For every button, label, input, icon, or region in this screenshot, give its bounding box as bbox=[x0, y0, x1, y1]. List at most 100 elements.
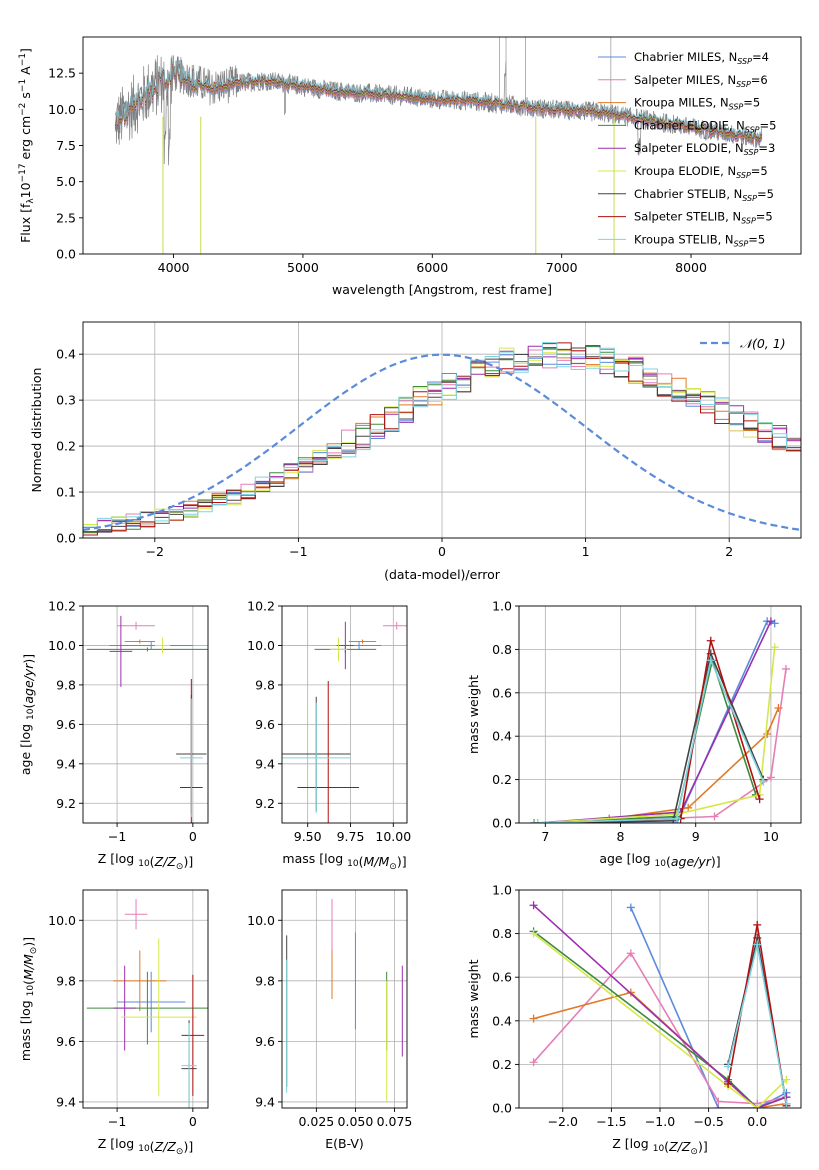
histogram-series bbox=[83, 345, 801, 538]
x-tick-label: 10.00 bbox=[375, 829, 411, 844]
histogram-series bbox=[83, 346, 801, 538]
y-tick-label: 9.6 bbox=[255, 1034, 275, 1049]
errorbars bbox=[282, 621, 407, 823]
x-tick-label: 7 bbox=[541, 829, 549, 844]
legend-label: Kroupa STELIB, NSSP=5 bbox=[634, 232, 765, 248]
y-tick-label: 10.2 bbox=[48, 599, 76, 614]
age-vs-z-panel: −1 0 9.2 9.4 9.6 9.8 10.0 10.2 Z [log 10(Z/Z⊙)] a… bbox=[18, 599, 209, 872]
x-tick-label: 9.75 bbox=[337, 829, 365, 844]
weight-series-line bbox=[533, 657, 765, 823]
mass-vs-z-panel: −1 0 9.4 9.6 9.8 10.0 Z [log 10(Z/Z⊙)] mass [lo… bbox=[18, 889, 209, 1157]
y-tick-label: 0.2 bbox=[56, 439, 76, 454]
x-tick-label: −1.0 bbox=[645, 1114, 675, 1129]
normal-curve bbox=[83, 353, 801, 531]
weight-marker bbox=[529, 1058, 538, 1067]
weight-marker bbox=[781, 664, 790, 673]
y-tick-label: 9.6 bbox=[56, 717, 76, 732]
errorbars bbox=[86, 615, 208, 823]
weight-marker bbox=[710, 812, 719, 821]
y-tick-label: 0.2 bbox=[492, 1057, 512, 1072]
weight-marker bbox=[763, 730, 772, 739]
residual-histogram-panel: −2 −1 0 1 2 0.0 0.1 0.2 0.3 0.4 (data-model)/error… bbox=[29, 321, 802, 582]
y-tick-label: 2.5 bbox=[56, 210, 76, 225]
legend-label: Kroupa ELODIE, NSSP=5 bbox=[634, 164, 768, 180]
y-tick-label: 0.1 bbox=[56, 485, 76, 500]
x-axis-label: Z [log 10(Z/Z⊙)] bbox=[98, 1136, 193, 1157]
weight-marker bbox=[684, 803, 693, 812]
x-tick-label: 2 bbox=[725, 544, 733, 559]
weight-marker bbox=[724, 1062, 733, 1071]
histogram-series bbox=[83, 349, 801, 538]
spectrum-x-axis-label: wavelength [Angstrom, rest frame] bbox=[332, 282, 552, 297]
y-tick-label: 0.6 bbox=[492, 970, 512, 985]
x-axis-label: Z [log 10(Z/Z⊙)] bbox=[98, 851, 193, 872]
histogram-x-axis-label: (data-model)/error bbox=[384, 567, 501, 582]
weight-marker bbox=[529, 901, 538, 910]
axes-frame bbox=[281, 889, 408, 1109]
y-tick-label: 1.0 bbox=[492, 599, 512, 614]
x-tick-label: 9 bbox=[692, 829, 700, 844]
y-axis-label: mass weight bbox=[466, 675, 481, 754]
y-tick-label: 0.4 bbox=[56, 347, 76, 362]
weight-series-line bbox=[533, 651, 765, 823]
y-tick-label: 9.2 bbox=[255, 796, 275, 811]
y-axis-label: mass [log 10(M/M⊙)] bbox=[18, 937, 39, 1061]
histogram-steps bbox=[83, 342, 801, 538]
y-tick-label: 9.8 bbox=[56, 973, 76, 988]
y-tick-label: 9.4 bbox=[56, 1094, 76, 1109]
y-tick-label: 9.6 bbox=[255, 717, 275, 732]
errorbars bbox=[286, 899, 403, 1102]
weight-vs-age-panel: 7 8 9 10 0.0 0.2 0.4 0.6 0.8 1.0 age [log 10(age/y… bbox=[466, 599, 802, 869]
weight-marker bbox=[706, 656, 715, 665]
y-axis-label: age [log 10(age/yr)] bbox=[18, 654, 36, 775]
weight-series-line bbox=[533, 932, 787, 1108]
legend-label: Chabrier STELIB, NSSP=5 bbox=[634, 187, 774, 203]
weight-marker bbox=[753, 920, 762, 929]
y-tick-label: 10.0 bbox=[247, 638, 275, 653]
y-tick-label: 0.8 bbox=[492, 642, 512, 657]
y-tick-label: 1.0 bbox=[492, 883, 512, 898]
y-tick-label: 10.0 bbox=[48, 638, 76, 653]
x-tick-label: 8 bbox=[617, 829, 625, 844]
y-tick-label: 9.8 bbox=[56, 677, 76, 692]
axes-frame bbox=[82, 605, 209, 824]
weight-marker bbox=[753, 1104, 762, 1108]
x-tick-label: 6000 bbox=[416, 260, 448, 275]
y-tick-label: 7.5 bbox=[56, 138, 76, 153]
x-tick-label: 0 bbox=[438, 544, 446, 559]
histogram-series bbox=[83, 342, 801, 538]
legend-label: Chabrier ELODIE, NSSP=5 bbox=[634, 118, 776, 134]
weight-lines bbox=[529, 901, 791, 1108]
weight-marker bbox=[770, 643, 779, 652]
x-tick-label: −1 bbox=[108, 829, 126, 844]
x-axis-label: mass [log 10(M/M⊙)] bbox=[282, 851, 406, 872]
x-tick-label: 4000 bbox=[158, 260, 190, 275]
y-tick-label: 0.0 bbox=[56, 531, 76, 546]
x-tick-label: 0.050 bbox=[338, 1114, 374, 1129]
x-tick-label: 0.0 bbox=[747, 1114, 767, 1129]
age-vs-mass-panel: 9.50 9.75 10.00 9.2 9.4 9.6 9.8 10.0 10.2 mass [l… bbox=[247, 599, 411, 873]
spectrum-lines bbox=[114, 37, 763, 254]
x-axis-label: age [log 10(age/yr)] bbox=[599, 851, 720, 869]
spectrum-model-line bbox=[114, 60, 763, 138]
histogram-series bbox=[83, 347, 801, 538]
weight-marker bbox=[766, 773, 775, 782]
x-tick-label: −0.5 bbox=[693, 1114, 723, 1129]
weight-series-line bbox=[537, 647, 776, 823]
mass-vs-ebv-panel: 0.025 0.050 0.075 9.4 9.6 9.8 10.0 E(B-V) bbox=[247, 889, 412, 1151]
weight-marker bbox=[706, 636, 715, 645]
y-tick-label: 9.4 bbox=[255, 1094, 275, 1109]
y-tick-label: 9.6 bbox=[56, 1034, 76, 1049]
weight-marker bbox=[755, 795, 764, 804]
x-tick-label: 7000 bbox=[546, 260, 578, 275]
x-tick-label: −2.0 bbox=[548, 1114, 578, 1129]
y-tick-label: 0.3 bbox=[56, 393, 76, 408]
spectrum-panel: 4000 5000 6000 7000 8000 0.0 2.5 5.0 7.5 10.0 12.5… bbox=[18, 36, 802, 297]
axes-frame bbox=[82, 889, 209, 1109]
weight-marker bbox=[530, 819, 539, 823]
x-tick-label: −1 bbox=[108, 1114, 126, 1129]
weight-marker bbox=[766, 617, 775, 626]
x-tick-label: −1.5 bbox=[596, 1114, 626, 1129]
weight-series-line bbox=[533, 904, 787, 1108]
